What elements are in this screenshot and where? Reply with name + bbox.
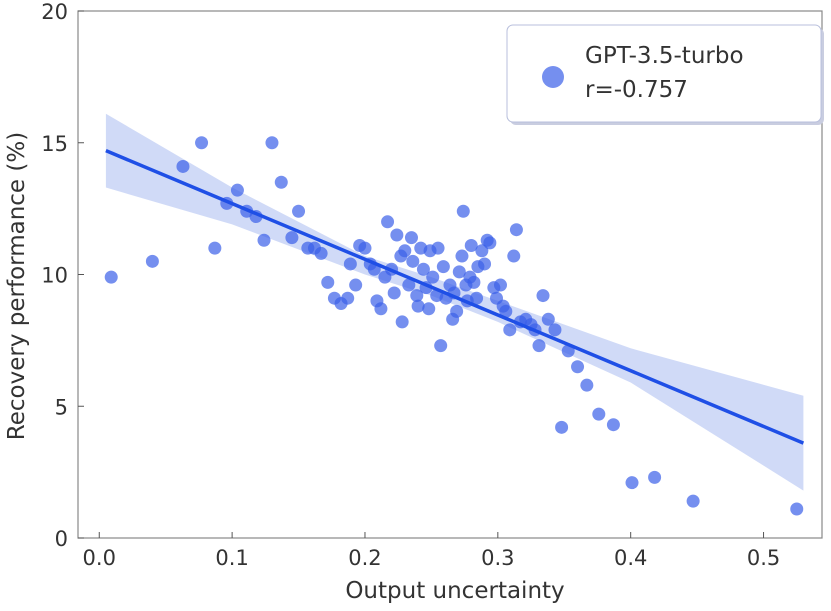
data-point	[195, 136, 209, 150]
data-point	[541, 312, 555, 326]
data-point	[257, 233, 271, 247]
data-point	[426, 270, 440, 284]
data-point	[536, 289, 550, 303]
data-point	[410, 289, 424, 303]
data-point	[436, 260, 450, 274]
data-point	[321, 275, 335, 289]
data-point	[470, 291, 484, 305]
data-point	[381, 215, 395, 229]
data-point	[104, 270, 118, 284]
data-point	[292, 204, 306, 218]
x-tick-label: 0.5	[747, 546, 780, 570]
y-tick-label: 5	[55, 395, 68, 419]
data-point	[402, 278, 416, 292]
data-point	[790, 502, 804, 516]
data-point	[507, 249, 521, 263]
data-point	[450, 304, 464, 318]
data-point	[606, 418, 620, 432]
data-point	[411, 299, 425, 313]
x-tick-label: 0.0	[83, 546, 116, 570]
regression-line	[105, 149, 805, 445]
data-point	[398, 244, 412, 258]
data-point	[592, 407, 606, 421]
x-tick-label: 0.3	[481, 546, 514, 570]
data-point	[571, 360, 585, 374]
data-point	[434, 339, 448, 353]
data-point	[467, 275, 481, 289]
data-point	[548, 323, 562, 337]
data-point	[493, 278, 507, 292]
data-point	[455, 249, 469, 263]
data-point	[452, 265, 466, 279]
data-point	[145, 254, 159, 268]
y-tick-label: 15	[41, 132, 68, 156]
data-point	[208, 241, 222, 255]
y-tick-label: 0	[55, 527, 68, 551]
data-point	[686, 494, 700, 508]
data-point	[509, 223, 523, 237]
legend-annotation: r=-0.757	[585, 77, 688, 103]
data-point	[503, 323, 517, 337]
data-point	[349, 278, 363, 292]
data-point	[580, 378, 594, 392]
data-point	[395, 315, 409, 329]
data-point	[483, 236, 497, 250]
data-point	[625, 476, 639, 490]
x-tick-label: 0.4	[614, 546, 647, 570]
y-tick-label: 20	[41, 0, 68, 24]
y-axis-label: Recovery performance (%)	[4, 132, 30, 440]
x-tick-label: 0.1	[215, 546, 248, 570]
data-point	[358, 241, 372, 255]
y-tick-label: 10	[41, 264, 68, 288]
data-point	[475, 244, 489, 258]
data-point	[499, 304, 513, 318]
legend-label: GPT-3.5-turbo	[585, 43, 744, 69]
data-point	[422, 302, 436, 316]
data-point	[532, 339, 546, 353]
legend-box	[506, 24, 822, 123]
confidence-band	[105, 113, 804, 491]
data-point	[176, 159, 190, 173]
x-tick-label: 0.2	[348, 546, 381, 570]
data-point	[431, 241, 445, 255]
legend-marker	[542, 66, 564, 88]
data-point	[555, 420, 569, 434]
data-point	[404, 231, 418, 245]
data-point	[387, 286, 401, 300]
x-axis-label: Output uncertainty	[345, 578, 564, 604]
data-point	[341, 291, 355, 305]
data-point	[285, 231, 299, 245]
data-point	[478, 257, 492, 271]
data-point	[406, 254, 420, 268]
data-point	[230, 183, 244, 197]
data-point	[416, 262, 430, 276]
data-point	[314, 246, 328, 260]
data-point	[374, 302, 388, 316]
data-point	[343, 257, 357, 271]
data-point	[464, 239, 478, 253]
data-point	[456, 204, 470, 218]
data-point	[390, 228, 404, 242]
data-point	[274, 175, 288, 189]
data-point	[265, 136, 279, 150]
data-point	[648, 470, 662, 484]
